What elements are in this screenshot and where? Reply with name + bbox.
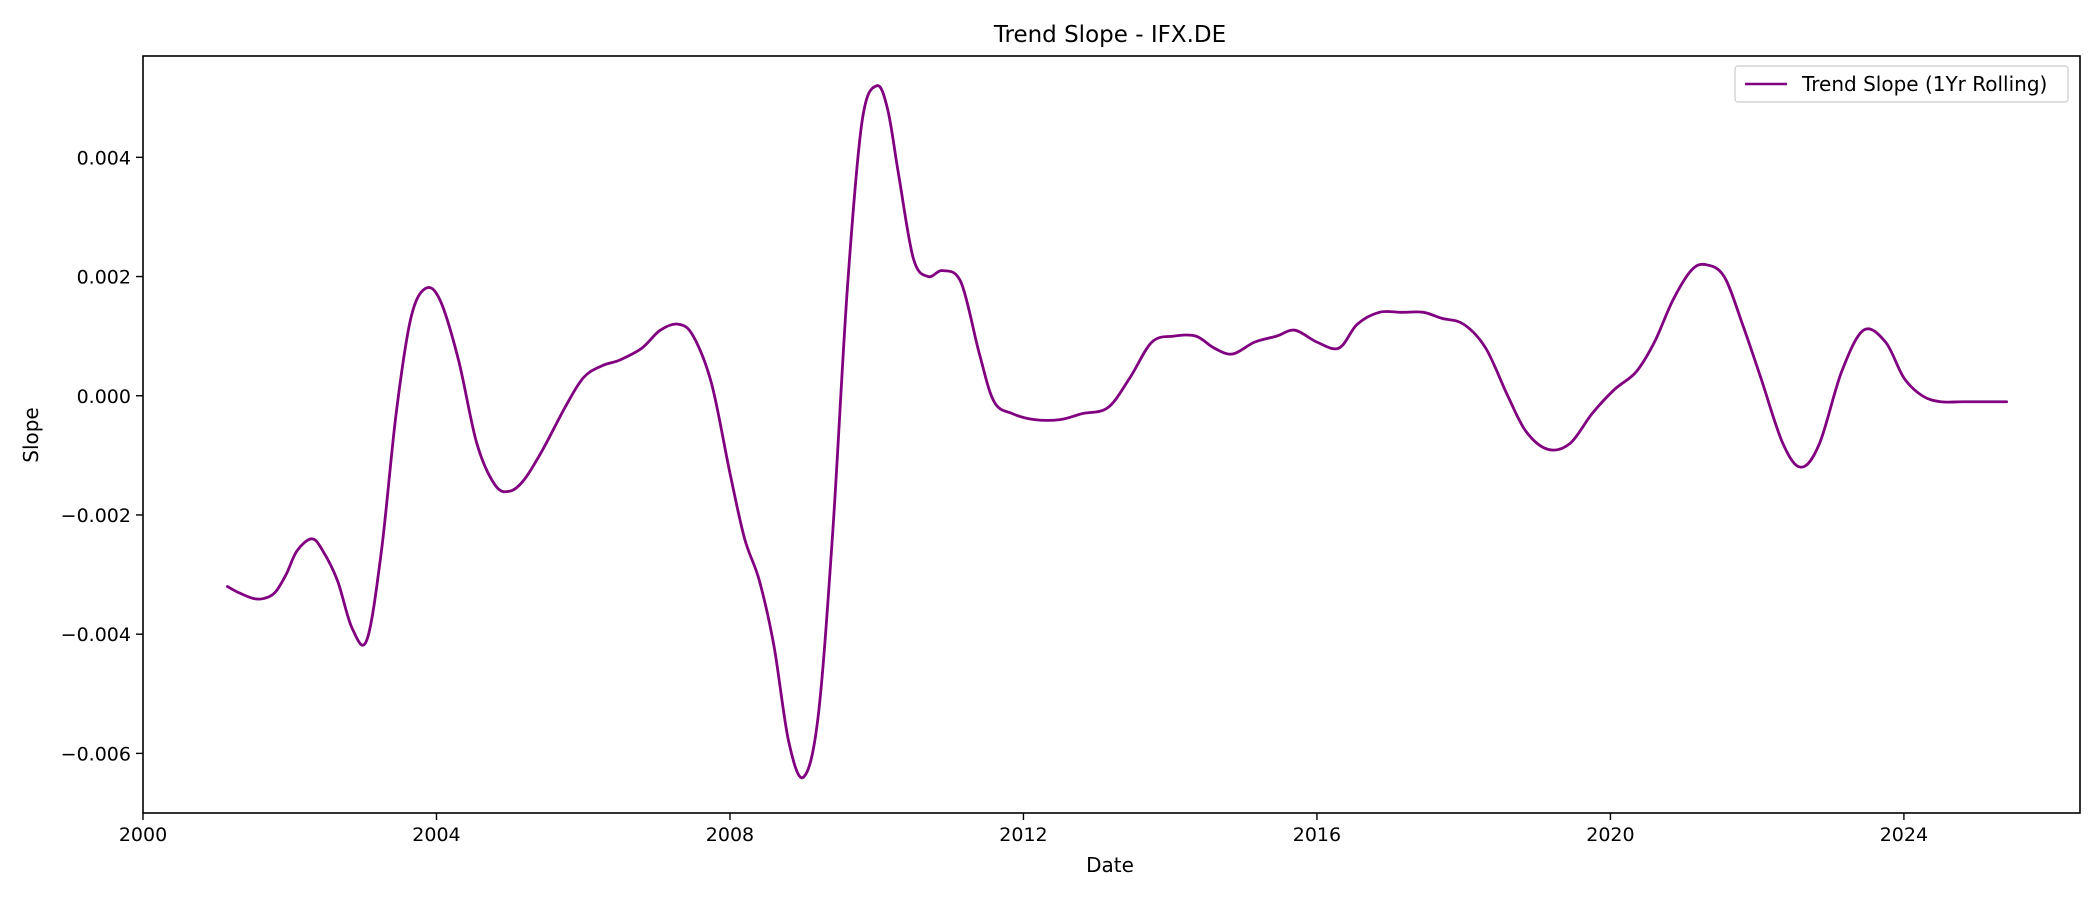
y-axis: −0.006 −0.004 −0.002 0.000 0.002 0.004	[61, 147, 143, 765]
x-tick-label: 2024	[1880, 824, 1928, 846]
x-axis-label: Date	[1086, 853, 1134, 877]
y-axis-label: Slope	[19, 407, 43, 463]
y-tick-label: 0.000	[77, 386, 131, 408]
x-tick-label: 2008	[706, 824, 754, 846]
series-layer	[225, 84, 2009, 780]
x-tick-label: 2004	[412, 824, 460, 846]
y-tick-label: −0.006	[61, 743, 131, 765]
x-tick-label: 2020	[1586, 824, 1634, 846]
y-tick-label: −0.002	[61, 505, 131, 527]
x-tick-label: 2016	[1293, 824, 1341, 846]
legend-label-trend-slope: Trend Slope (1Yr Rolling)	[1801, 72, 2047, 96]
series-line-trend-slope	[225, 84, 2009, 780]
plot-frame	[142, 55, 2081, 814]
y-tick-label: 0.002	[77, 267, 131, 289]
legend-box	[1734, 65, 2069, 103]
x-tick-label: 2000	[119, 824, 167, 846]
x-tick-label: 2012	[999, 824, 1047, 846]
legend: Trend Slope (1Yr Rolling)	[1734, 65, 2069, 103]
x-axis: 2000 2004 2008 2012 2016 2020 2024	[119, 813, 1928, 846]
chart-title: Trend Slope - IFX.DE	[993, 22, 1226, 48]
y-tick-label: 0.004	[77, 147, 131, 169]
plot-area	[142, 55, 2081, 814]
y-tick-label: −0.004	[61, 624, 131, 646]
